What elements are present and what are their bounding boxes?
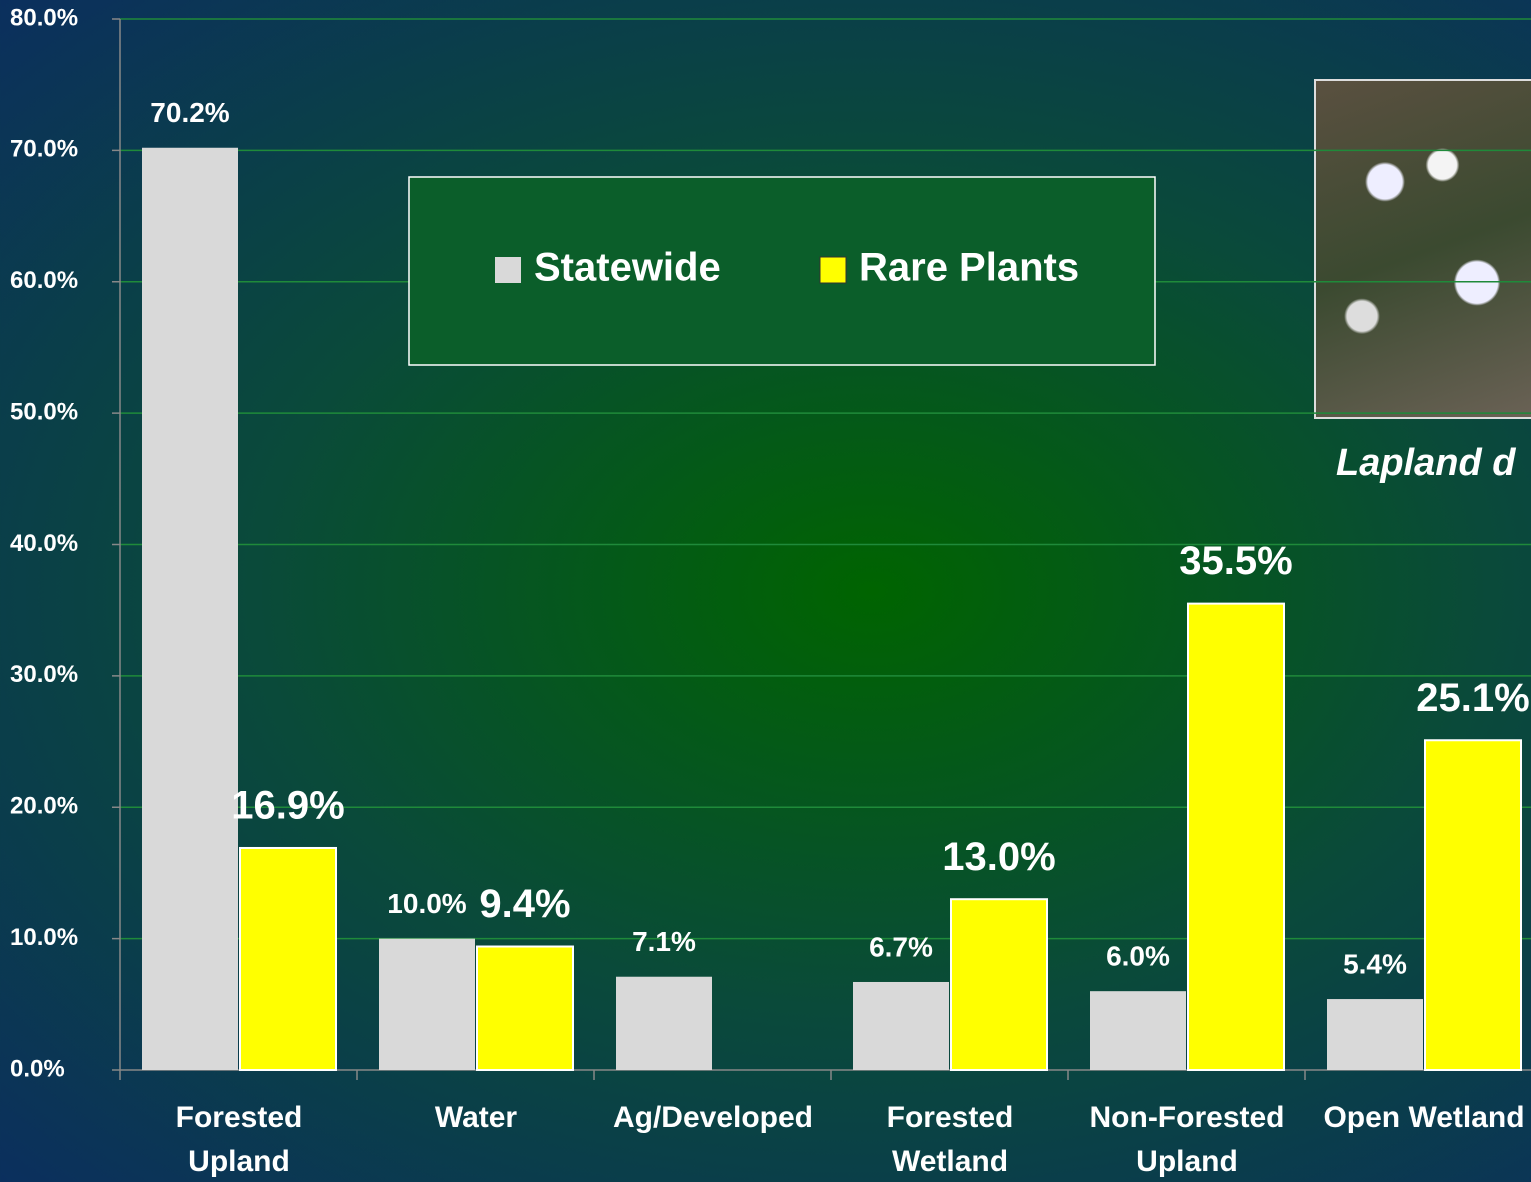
value-label: 6.7% xyxy=(869,931,933,962)
bar xyxy=(1327,999,1423,1070)
bar xyxy=(239,846,337,1071)
legend-swatch xyxy=(819,256,847,284)
value-label: 9.4% xyxy=(479,882,570,926)
x-tick-label: Forested Upland xyxy=(175,1101,303,1178)
bar xyxy=(616,976,712,1070)
bar xyxy=(1187,602,1285,1072)
bar xyxy=(950,898,1048,1072)
y-tick-label: 10.0% xyxy=(10,924,78,951)
bar xyxy=(1424,739,1522,1072)
bar xyxy=(1090,991,1186,1070)
x-tick-label: Forested Wetland xyxy=(886,1101,1014,1178)
y-tick-label: 40.0% xyxy=(10,530,78,557)
legend-swatch xyxy=(495,257,521,283)
y-tick-label: 60.0% xyxy=(10,267,78,294)
y-tick-label: 20.0% xyxy=(10,793,78,820)
legend-label: Rare Plants xyxy=(859,246,1079,290)
legend-box xyxy=(408,176,1156,366)
value-label: 25.1% xyxy=(1416,676,1529,720)
marks: 0.0% 10.0% 20.0% 30.0% 40.0% 50.0% 60.0% 70.0% 8… xyxy=(10,4,1531,1082)
y-tick-label: 80.0% xyxy=(10,4,78,31)
value-label: 6.0% xyxy=(1106,941,1170,972)
x-tick-label: Non-Forested Upland xyxy=(1089,1101,1285,1178)
x-tick-label: Water xyxy=(434,1101,518,1134)
y-tick-label: 50.0% xyxy=(10,398,78,425)
bar xyxy=(476,945,574,1072)
value-label: 7.1% xyxy=(632,926,696,957)
legend-label: Statewide xyxy=(534,246,721,290)
bar xyxy=(142,147,238,1070)
y-tick-label: 30.0% xyxy=(10,661,78,688)
value-label: 16.9% xyxy=(231,784,344,828)
value-label: 70.2% xyxy=(150,97,229,128)
value-label: 10.0% xyxy=(387,888,466,919)
x-tick-label: Ag/Developed xyxy=(612,1101,814,1134)
value-label: 13.0% xyxy=(942,835,1055,879)
value-label: 35.5% xyxy=(1179,539,1292,583)
bar xyxy=(853,981,949,1070)
photo xyxy=(1314,79,1531,419)
y-tick-label: 70.0% xyxy=(10,136,78,163)
value-label: 5.4% xyxy=(1343,948,1407,979)
x-tick-label: Open Wetland xyxy=(1323,1101,1525,1134)
y-tick-label: 0.0% xyxy=(10,1055,65,1082)
annotation: Lapland d xyxy=(1336,442,1516,484)
bar xyxy=(379,938,475,1070)
